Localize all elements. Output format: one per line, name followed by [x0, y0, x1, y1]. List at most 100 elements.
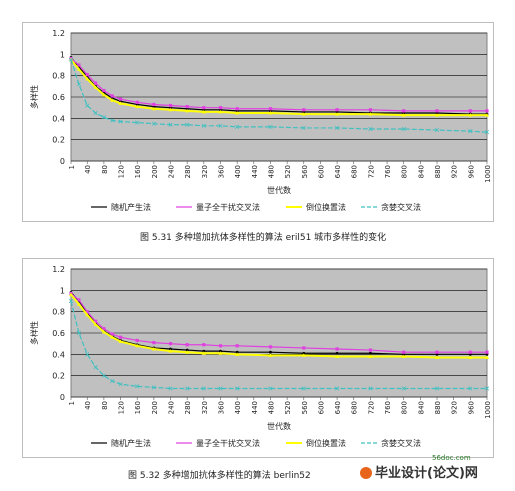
point	[218, 109, 223, 114]
x-tick-label: 360	[217, 401, 225, 414]
point	[185, 386, 190, 391]
y-tick-label: 0	[60, 157, 65, 166]
point	[76, 330, 81, 336]
point	[168, 386, 173, 391]
point	[435, 113, 440, 117]
point	[468, 355, 473, 360]
point	[468, 113, 473, 117]
point	[218, 123, 223, 128]
point	[218, 106, 223, 110]
point	[185, 350, 190, 354]
y-tick-label: 0.8	[52, 308, 65, 317]
legend-entry: 随机产生法	[111, 438, 151, 448]
point	[468, 386, 473, 391]
point	[301, 386, 306, 391]
legend-entry: 贪婪交叉法	[381, 438, 421, 448]
point	[401, 113, 406, 117]
y-tick-label: 0	[60, 393, 65, 402]
x-tick-label: 600	[317, 401, 325, 414]
point	[110, 332, 114, 336]
point	[110, 335, 115, 339]
point	[85, 312, 90, 317]
x-tick-label: 280	[184, 401, 192, 414]
y-tick-label: 1	[60, 50, 65, 59]
x-tick-label: 880	[434, 401, 442, 414]
x-tick-label: 840	[417, 165, 425, 178]
point	[152, 102, 156, 107]
point	[93, 110, 98, 116]
point	[369, 351, 372, 355]
point	[93, 81, 98, 85]
point	[135, 384, 140, 389]
x-tick-label: 520	[284, 401, 292, 414]
point	[110, 118, 115, 123]
point	[335, 112, 340, 116]
series-line-2	[70, 293, 487, 353]
point	[269, 350, 272, 354]
x-tick-label: 600	[317, 165, 325, 178]
point	[218, 344, 223, 348]
legend-entry: 量子全干扰交叉法	[196, 202, 260, 212]
point	[201, 386, 206, 391]
x-tick-label: 680	[351, 165, 359, 178]
point	[335, 108, 339, 112]
point	[435, 109, 439, 113]
x-tick-label: 80	[101, 165, 109, 174]
point	[235, 111, 240, 115]
x-tick-label: 560	[301, 165, 309, 178]
point	[335, 347, 339, 351]
point	[219, 349, 222, 353]
series-line-2	[70, 58, 487, 112]
point	[302, 346, 306, 350]
point	[202, 343, 206, 347]
x-tick-label: 920	[451, 401, 459, 414]
x-tick-label: 400	[234, 165, 242, 178]
point	[152, 341, 156, 345]
point	[368, 126, 373, 132]
x-axis-label: 世代数	[267, 185, 291, 195]
x-tick-label: 440	[251, 401, 259, 414]
point	[102, 89, 106, 93]
x-tick-label: 1	[68, 165, 76, 169]
x-tick-label: 320	[201, 401, 209, 414]
point	[185, 348, 189, 352]
point	[101, 92, 106, 97]
point	[368, 112, 373, 116]
point	[268, 353, 273, 357]
point	[218, 351, 223, 355]
point	[135, 120, 140, 125]
x-tick-label: 120	[118, 401, 126, 414]
site-label: 56doc.com	[432, 454, 471, 462]
x-tick-label: 200	[151, 401, 159, 414]
caption-2: 图 5.32 多种增加抗体多样性的算法 berlin52	[128, 471, 311, 481]
chart-1-frame: 0 0.2 0.4 0.6 0.8 1 1.2 1 40 80 120 160 200 240 280 320…	[22, 22, 494, 222]
point	[468, 350, 472, 354]
point	[401, 126, 406, 132]
x-tick-label: 680	[351, 401, 359, 414]
x-tick-label: 40	[84, 165, 92, 174]
point	[118, 335, 123, 339]
x-tick-label: 160	[134, 165, 142, 178]
point	[76, 82, 81, 87]
point	[151, 347, 156, 351]
x-tick-label: 120	[118, 165, 126, 178]
point	[484, 130, 490, 135]
point	[335, 351, 339, 355]
point	[135, 104, 140, 109]
x-tick-label: 40	[84, 401, 92, 410]
x-tick-label: 640	[334, 401, 342, 414]
brand-logo: 毕业设计(论文)网	[360, 462, 478, 481]
x-tick-label: 440	[251, 165, 259, 178]
caption-1: 图 5.31 多种增加抗体多样性的算法 eril51 城市多样性的变化	[140, 233, 387, 243]
point	[235, 124, 240, 129]
point	[185, 105, 189, 109]
point	[401, 354, 406, 358]
point	[368, 386, 373, 391]
y-tick-label: 1.2	[52, 265, 65, 274]
x-tick-label: 400	[234, 401, 242, 414]
ball-icon	[360, 467, 372, 479]
point	[101, 373, 106, 378]
point	[77, 63, 81, 67]
point	[235, 350, 239, 354]
point	[302, 108, 306, 112]
